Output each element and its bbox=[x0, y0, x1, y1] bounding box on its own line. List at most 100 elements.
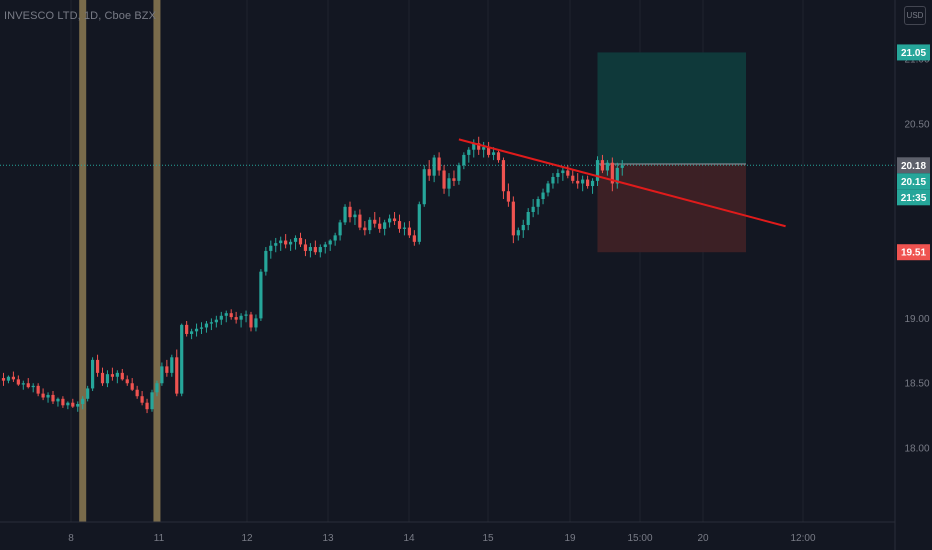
candle-body bbox=[303, 244, 308, 251]
candle-body bbox=[110, 374, 114, 377]
candle-body bbox=[437, 157, 441, 171]
candle bbox=[437, 152, 441, 176]
time-axis[interactable]: 8 11 12 13 14 15 19 15:00 20 12:00 bbox=[68, 533, 816, 544]
candle-body bbox=[358, 214, 362, 228]
candle-body bbox=[135, 389, 139, 397]
candle bbox=[620, 160, 624, 176]
candle-body bbox=[76, 404, 80, 407]
x-tick-label: 12:00 bbox=[790, 533, 815, 544]
candle-body bbox=[130, 383, 134, 390]
candle bbox=[31, 383, 35, 393]
candle-body bbox=[516, 230, 520, 236]
candle-body bbox=[432, 157, 436, 176]
candle-body bbox=[239, 315, 243, 320]
candle bbox=[556, 169, 560, 184]
candle bbox=[239, 313, 243, 328]
candle-body bbox=[477, 143, 481, 150]
candle bbox=[457, 162, 461, 185]
candle bbox=[610, 157, 614, 192]
candle-body bbox=[442, 170, 446, 189]
currency-button[interactable]: USD bbox=[904, 6, 926, 25]
candle-body bbox=[491, 152, 496, 155]
candle-body bbox=[6, 376, 11, 381]
candle-body bbox=[31, 385, 35, 388]
candle-body bbox=[160, 366, 164, 384]
candle bbox=[1, 372, 6, 386]
candle bbox=[536, 196, 540, 215]
candle-body bbox=[259, 271, 263, 319]
symbol-title[interactable]: INVESCO LTD, 1D, Cboe BZX bbox=[4, 10, 157, 22]
candle bbox=[397, 214, 402, 233]
x-tick-label: 14 bbox=[403, 533, 415, 544]
candle-body bbox=[531, 206, 535, 212]
price-label-target: 21.05 bbox=[897, 44, 930, 61]
candle bbox=[511, 196, 515, 244]
candle-body bbox=[348, 206, 352, 218]
candle-body bbox=[190, 331, 194, 334]
highlight-bar bbox=[153, 0, 161, 522]
candle bbox=[249, 311, 253, 332]
candle-body bbox=[95, 359, 100, 373]
y-tick-label: 20.50 bbox=[904, 119, 929, 130]
candle bbox=[388, 214, 392, 228]
candle bbox=[383, 219, 387, 236]
candle-body bbox=[501, 160, 506, 192]
candle-body bbox=[605, 162, 609, 171]
candle bbox=[353, 210, 357, 225]
candle-body bbox=[71, 402, 75, 407]
candle bbox=[185, 320, 189, 337]
candle-body bbox=[308, 247, 312, 251]
candle-body bbox=[100, 372, 105, 384]
price-label-bg bbox=[897, 244, 930, 261]
candle bbox=[21, 380, 25, 390]
candle-body bbox=[81, 398, 85, 404]
candle bbox=[417, 201, 421, 245]
candle bbox=[180, 323, 184, 397]
candle bbox=[229, 309, 233, 320]
candle-body bbox=[487, 147, 491, 155]
candle-body bbox=[511, 201, 515, 236]
trendline[interactable] bbox=[458, 138, 786, 228]
candle bbox=[442, 165, 446, 194]
candle bbox=[16, 375, 20, 386]
candle bbox=[81, 396, 85, 410]
candle bbox=[269, 240, 273, 259]
candle bbox=[526, 208, 530, 231]
x-tick-label: 13 bbox=[322, 533, 334, 544]
candle-body bbox=[417, 204, 421, 242]
candle-body bbox=[600, 160, 605, 171]
candle-body bbox=[170, 357, 174, 373]
candle bbox=[427, 160, 431, 181]
candle bbox=[170, 354, 174, 377]
candle-body bbox=[115, 372, 119, 377]
candle bbox=[496, 149, 501, 163]
candle-body bbox=[91, 359, 95, 389]
y-tick-label: 18.50 bbox=[904, 379, 929, 390]
candle-body bbox=[175, 357, 179, 394]
candle bbox=[586, 175, 590, 189]
candle-body bbox=[536, 199, 540, 207]
candle bbox=[26, 378, 30, 389]
candle bbox=[343, 204, 347, 225]
candle bbox=[595, 156, 600, 187]
x-tick-label: 19 bbox=[564, 533, 576, 544]
candle-body bbox=[86, 388, 90, 399]
candle-body bbox=[26, 383, 30, 388]
candle bbox=[571, 170, 575, 184]
long-position-tool[interactable] bbox=[597, 52, 747, 253]
candle bbox=[447, 173, 451, 197]
candle bbox=[150, 389, 154, 412]
candle bbox=[368, 217, 372, 235]
candle bbox=[318, 244, 322, 258]
candle-body bbox=[392, 218, 397, 222]
price-label-bg bbox=[897, 44, 930, 61]
candle bbox=[308, 243, 312, 258]
candle bbox=[259, 269, 263, 321]
candle bbox=[120, 368, 124, 381]
candle-body bbox=[56, 398, 60, 402]
candle-body bbox=[21, 383, 25, 385]
candle-body bbox=[16, 379, 20, 385]
candle bbox=[590, 178, 595, 194]
candle-body bbox=[204, 323, 209, 328]
